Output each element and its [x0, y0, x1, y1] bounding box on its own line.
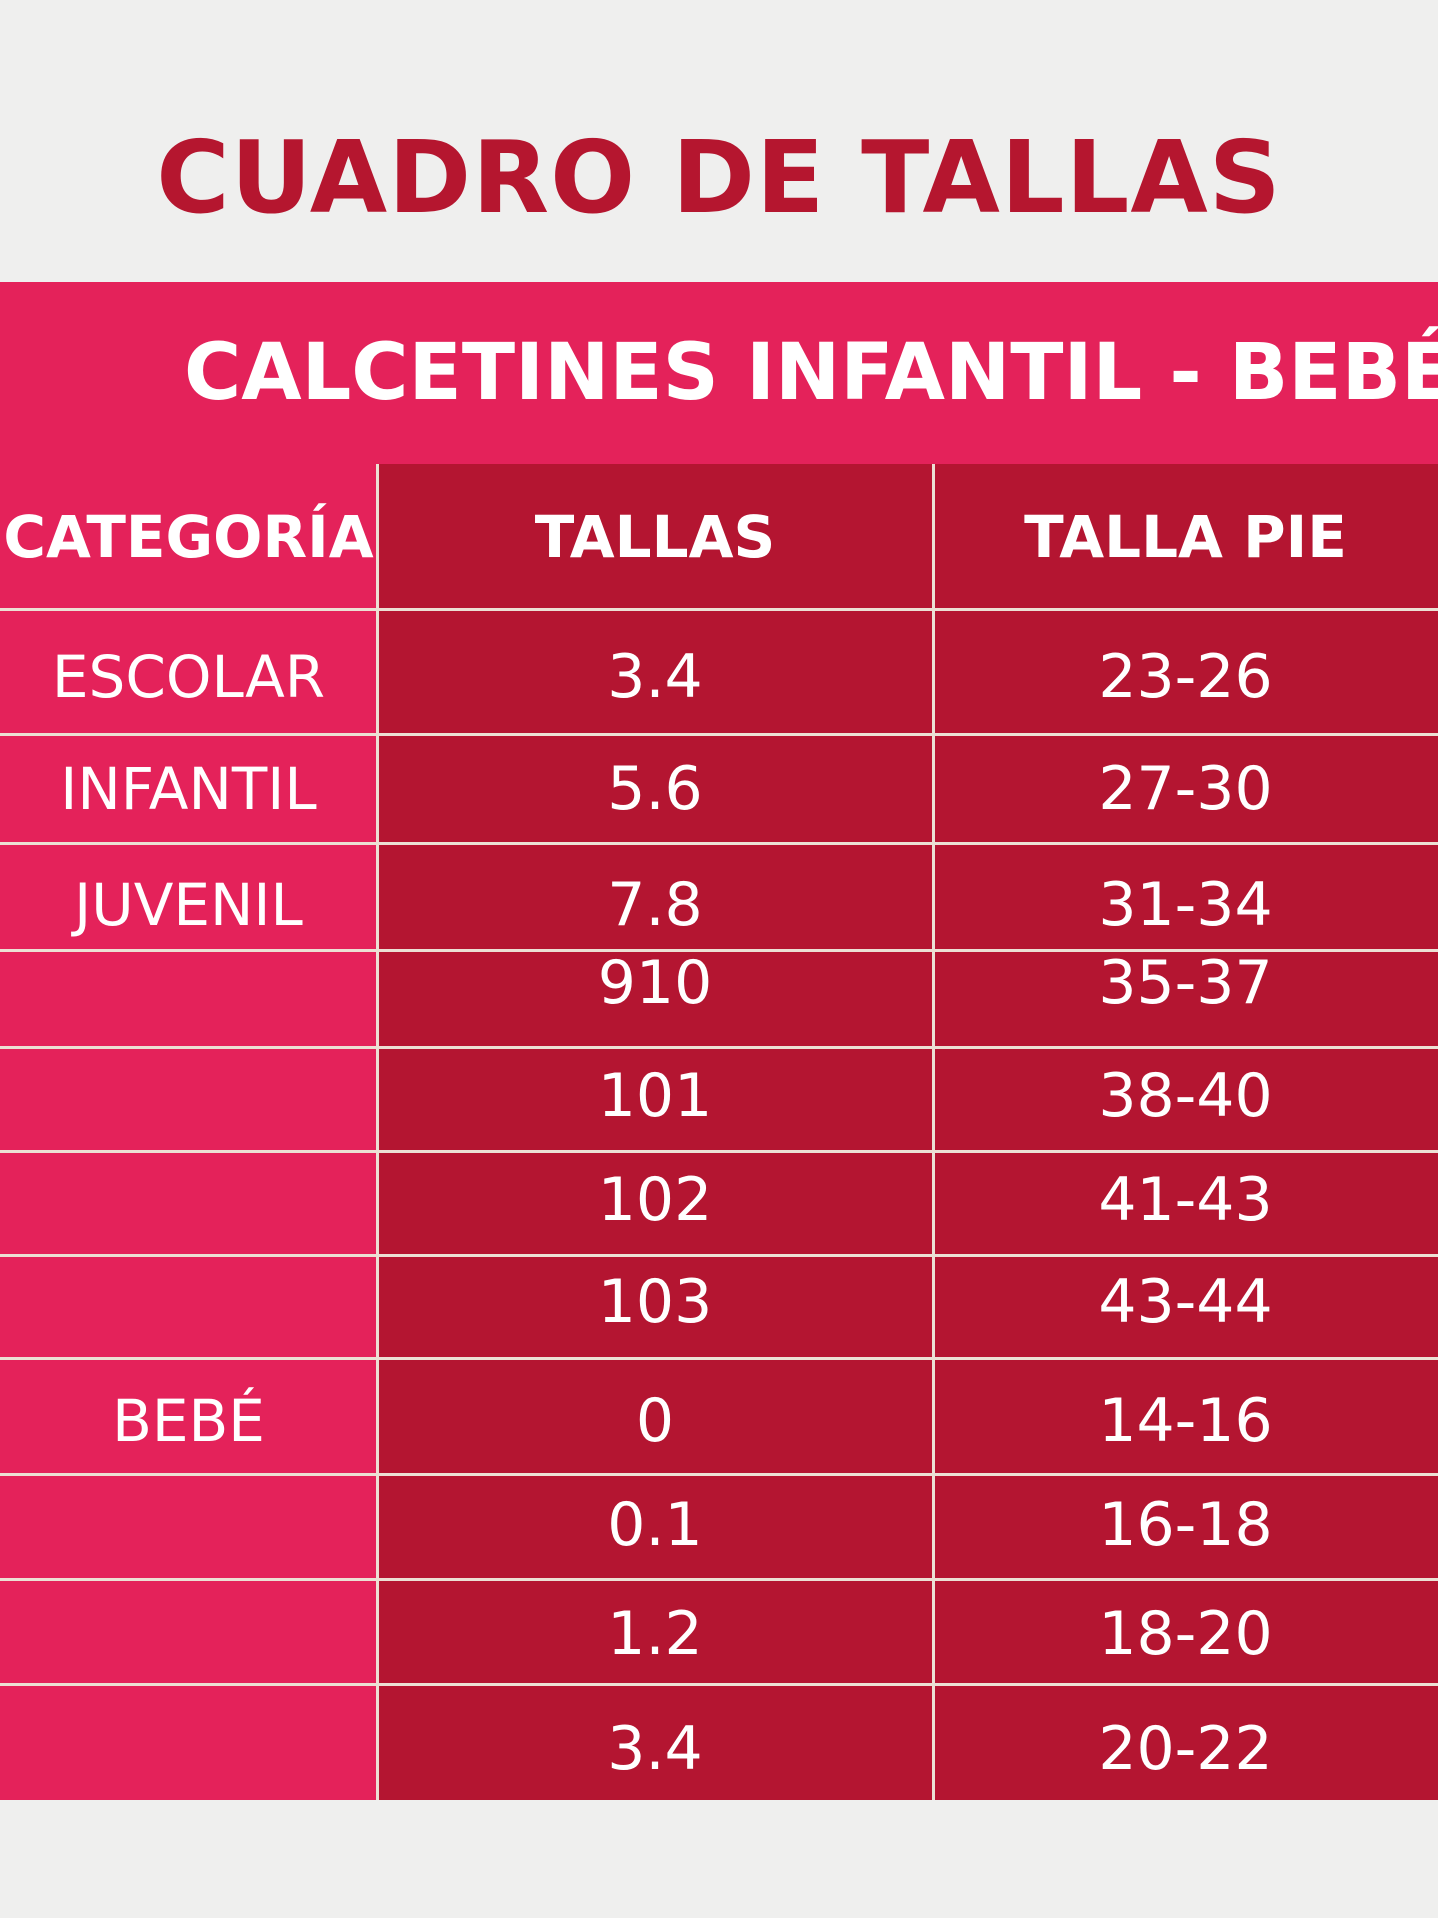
- row-divider: [0, 949, 1438, 952]
- category-cell: INFANTIL: [60, 754, 317, 823]
- talla-cell: 3.4: [607, 1714, 703, 1784]
- talla-cell: 101: [597, 1061, 713, 1131]
- category-cell: [0, 1044, 377, 1148]
- row-divider: [0, 842, 1438, 845]
- category-cell: [0, 1472, 377, 1577]
- header-categoria: CATEGORÍA: [3, 502, 374, 571]
- talla-pie-cell: 14-16: [1098, 1386, 1273, 1456]
- subtitle-banner: CALCETINES INFANTIL - BEBÉ: [0, 282, 1438, 464]
- row-divider: [0, 1683, 1438, 1686]
- talla-cell: 0.1: [607, 1489, 703, 1560]
- talla-cell: 3.4: [607, 641, 703, 712]
- category-cell: [0, 1691, 377, 1807]
- category-column: [0, 464, 377, 1800]
- talla-pie-cell: 23-26: [1098, 641, 1273, 712]
- category-cell: [0, 934, 377, 1031]
- talla-pie-cell: 38-40: [1098, 1061, 1273, 1131]
- category-cell: [0, 1581, 377, 1686]
- row-divider: [0, 608, 1438, 611]
- row-divider: [0, 733, 1438, 736]
- talla-pie-cell: 43-44: [1098, 1266, 1273, 1337]
- sizes-columns: [377, 464, 1438, 1800]
- row-divider: [0, 1357, 1438, 1360]
- row-divider: [0, 1578, 1438, 1581]
- category-cell: [0, 1250, 377, 1353]
- row-divider: [0, 1254, 1438, 1257]
- talla-pie-cell: 35-37: [1098, 947, 1273, 1018]
- talla-cell: 0: [635, 1386, 675, 1456]
- category-cell: BEBÉ: [112, 1387, 265, 1455]
- talla-cell: 910: [597, 947, 713, 1018]
- talla-pie-cell: 16-18: [1098, 1489, 1273, 1560]
- page-title: CUADRO DE TALLAS: [156, 119, 1282, 236]
- row-divider: [0, 1150, 1438, 1153]
- talla-pie-cell: 41-43: [1098, 1165, 1273, 1235]
- category-cell: ESCOLAR: [51, 642, 326, 711]
- talla-pie-cell: 31-34: [1098, 869, 1273, 940]
- talla-pie-cell: 27-30: [1098, 753, 1273, 824]
- talla-cell: 102: [597, 1165, 713, 1235]
- column-divider: [932, 464, 935, 1800]
- talla-pie-cell: 18-20: [1098, 1598, 1273, 1669]
- category-cell: JUVENIL: [74, 870, 303, 939]
- talla-cell: 103: [597, 1266, 713, 1337]
- row-divider: [0, 1046, 1438, 1049]
- talla-pie-cell: 20-22: [1098, 1714, 1273, 1784]
- talla-cell: 1.2: [607, 1598, 703, 1669]
- header-tallas: TALLAS: [534, 502, 776, 571]
- talla-cell: 7.8: [607, 869, 703, 940]
- category-cell: [0, 1148, 377, 1252]
- header-talla-pie: TALLA PIE: [1024, 502, 1347, 571]
- row-divider: [0, 1473, 1438, 1476]
- subtitle: CALCETINES INFANTIL - BEBÉ: [184, 328, 1438, 418]
- size-table: CATEGORÍA TALLAS TALLA PIE ESCOLAR 3.4 23-26 I…: [0, 464, 1438, 1800]
- talla-cell: 5.6: [607, 753, 703, 824]
- column-divider: [376, 464, 379, 1800]
